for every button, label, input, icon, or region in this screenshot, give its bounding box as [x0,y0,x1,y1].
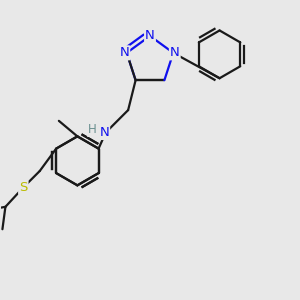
Text: N: N [99,126,109,139]
Text: N: N [119,46,129,59]
Text: H: H [88,123,97,136]
Text: N: N [170,46,180,59]
Text: N: N [145,28,155,41]
Text: S: S [19,181,28,194]
